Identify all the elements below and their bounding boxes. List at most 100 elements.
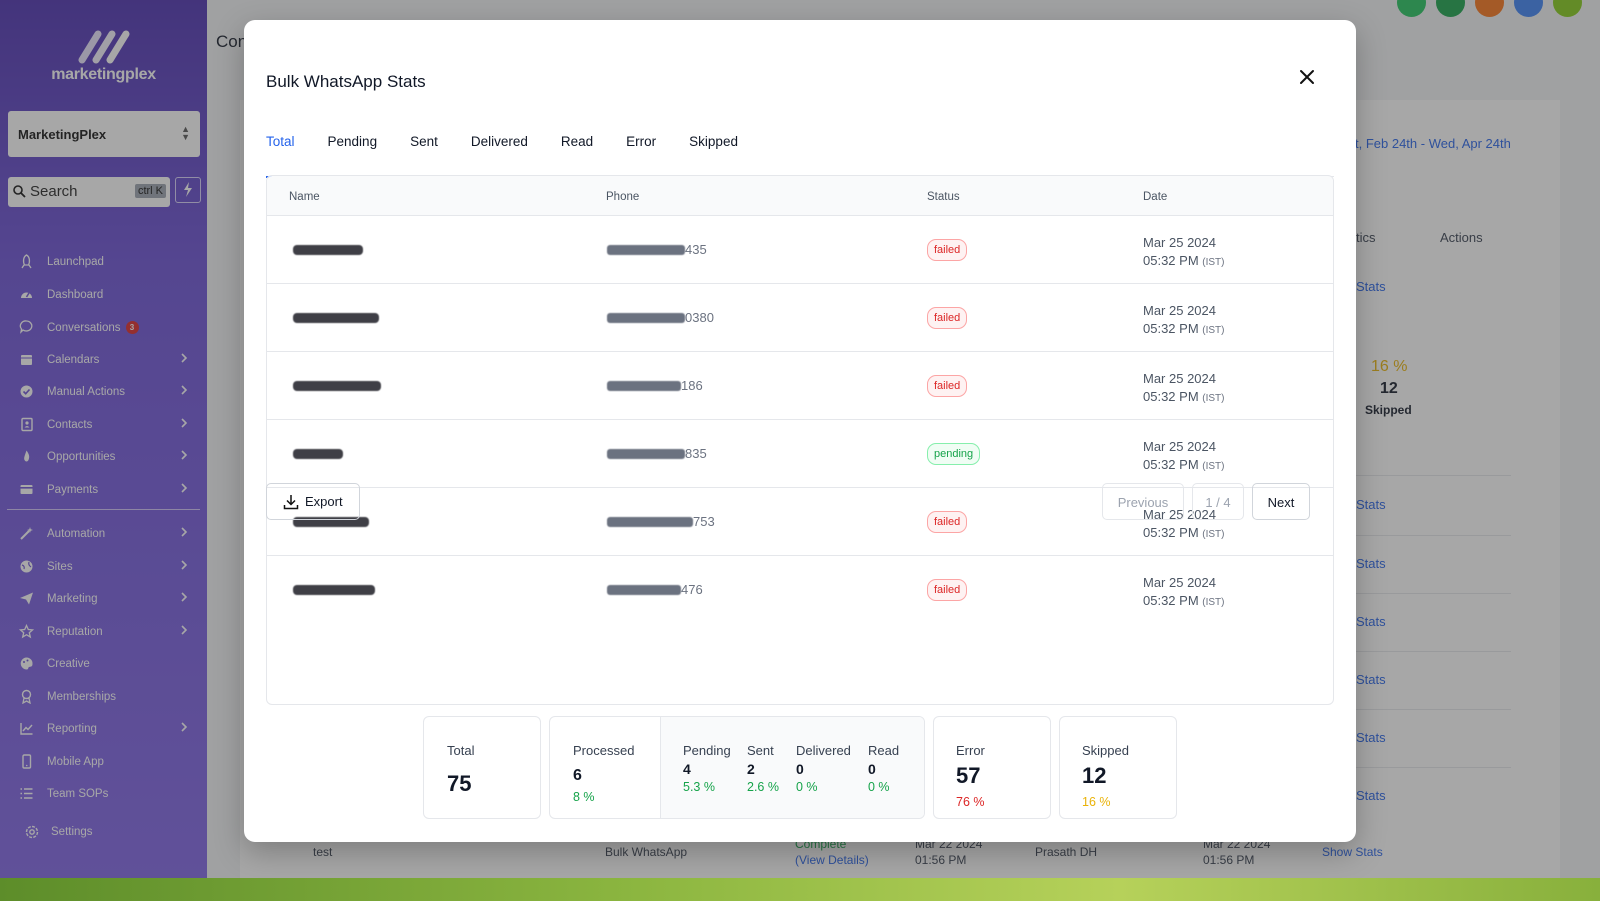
chevron-right-icon[interactable] xyxy=(178,449,190,461)
chevron-up-down-icon: ▲ ▼ xyxy=(181,124,190,142)
help-icon[interactable] xyxy=(1514,0,1543,17)
sidebar-item-team-sops[interactable]: Team SOPs xyxy=(0,777,207,810)
column-actions: Actions xyxy=(1440,230,1483,245)
table-row: 0380 failed Mar 25 2024 05:32 PM (IST) xyxy=(267,284,1333,352)
date-range[interactable]: t, Feb 24th - Wed, Apr 24th xyxy=(1355,136,1511,151)
tab-sent[interactable]: Sent xyxy=(410,134,438,149)
sidebar-item-payments[interactable]: Payments xyxy=(0,473,207,506)
redacted-phone xyxy=(607,245,685,255)
timezone: (IST) xyxy=(1202,597,1225,608)
stats-link[interactable]: Stats xyxy=(1356,730,1386,745)
redacted-name xyxy=(293,245,363,255)
sidebar-item-dashboard[interactable]: Dashboard xyxy=(0,278,207,311)
sidebar-item-opportunities[interactable]: Opportunities xyxy=(0,440,207,473)
sidebar-item-reporting[interactable]: Reporting xyxy=(0,712,207,745)
sidebar-item-settings[interactable]: Settings xyxy=(0,825,207,839)
tab-skipped[interactable]: Skipped xyxy=(689,134,738,149)
stats-link[interactable]: Stats xyxy=(1356,672,1386,687)
next-button[interactable]: Next xyxy=(1252,483,1310,520)
table-header: Name Phone Status Date xyxy=(267,176,1333,216)
phone-suffix: 435 xyxy=(685,242,707,257)
sidebar-item-manual-actions[interactable]: Manual Actions xyxy=(0,375,207,408)
search-input[interactable]: Search ctrl K xyxy=(8,177,170,207)
stats-link[interactable]: Stats xyxy=(1356,788,1386,803)
stat-value: 2 xyxy=(747,761,755,777)
stats-link[interactable]: Stats xyxy=(1356,497,1386,512)
stats-link[interactable]: Stats xyxy=(1356,279,1386,294)
date-value: Mar 25 2024 xyxy=(1143,235,1216,250)
tab-total[interactable]: Total xyxy=(266,132,295,178)
chevron-right-icon[interactable] xyxy=(178,526,190,538)
tab-error[interactable]: Error xyxy=(626,134,657,149)
tab-read[interactable]: Read xyxy=(560,134,594,149)
table-row: 435 failed Mar 25 2024 05:32 PM (IST) xyxy=(267,216,1333,284)
export-button[interactable]: Export xyxy=(266,483,360,520)
sidebar-item-label: Creative xyxy=(47,658,90,670)
stat-pct: 0 % xyxy=(868,780,890,794)
stats-link[interactable]: Stats xyxy=(1356,614,1386,629)
megaphone-icon[interactable] xyxy=(1436,0,1465,17)
avatar[interactable] xyxy=(1553,0,1582,17)
timezone: (IST) xyxy=(1202,325,1225,336)
sent-time: 01:56 PM xyxy=(1203,853,1255,867)
list-icon xyxy=(20,788,33,799)
view-details-link[interactable]: (View Details) xyxy=(795,853,869,867)
campaign-type: Bulk WhatsApp xyxy=(605,845,688,859)
redacted-phone xyxy=(607,449,685,459)
table-body: 435 failed Mar 25 2024 05:32 PM (IST) 0380 fa… xyxy=(267,216,1333,624)
tab-pending[interactable]: Pending xyxy=(327,134,378,149)
sidebar-item-calendars[interactable]: Calendars xyxy=(0,343,207,376)
sidebar: marketingplex MarketingPlex ▲ ▼ Search ct… xyxy=(0,0,207,878)
stat-error: Error 57 76 % xyxy=(933,716,1051,819)
sidebar-item-mobile-app[interactable]: Mobile App xyxy=(0,745,207,778)
date-value: Mar 25 2024 xyxy=(1143,439,1216,454)
magic-wand-icon xyxy=(20,527,33,540)
date-value: Mar 25 2024 xyxy=(1143,371,1216,386)
sidebar-item-sites[interactable]: Sites xyxy=(0,550,207,583)
column-date: Date xyxy=(1143,191,1168,203)
chevron-right-icon[interactable] xyxy=(178,352,190,364)
chevron-right-icon[interactable] xyxy=(178,384,190,396)
sidebar-item-label: Sites xyxy=(47,560,73,573)
sidebar-item-label: Calendars xyxy=(47,353,100,366)
redacted-name xyxy=(293,381,381,391)
chevron-right-icon[interactable] xyxy=(178,482,190,494)
chevron-right-icon[interactable] xyxy=(178,417,190,429)
stat-value: 0 xyxy=(868,761,876,777)
chevron-right-icon[interactable] xyxy=(178,591,190,603)
rocket-icon xyxy=(21,254,32,269)
sidebar-item-contacts[interactable]: Contacts xyxy=(0,408,207,441)
nav-primary: Launchpad Dashboard Conversations 3 Calendar… xyxy=(0,245,207,505)
account-switcher[interactable]: MarketingPlex ▲ ▼ xyxy=(8,111,200,157)
created-time: 01:56 PM xyxy=(915,853,967,867)
phone-cell: 186 xyxy=(607,378,703,393)
sidebar-item-memberships[interactable]: Memberships xyxy=(0,680,207,713)
chevron-right-icon[interactable] xyxy=(178,559,190,571)
stats-link[interactable]: Stats xyxy=(1356,556,1386,571)
date-value: Mar 25 2024 xyxy=(1143,303,1216,318)
show-stats-link[interactable]: Show Stats xyxy=(1322,845,1383,859)
calendar-icon xyxy=(21,354,32,365)
stat-value: 57 xyxy=(956,763,981,788)
chevron-right-icon[interactable] xyxy=(178,721,190,733)
sidebar-item-reputation[interactable]: Reputation xyxy=(0,615,207,648)
date-cell: Mar 25 2024 05:32 PM (IST) xyxy=(1143,506,1225,544)
tab-delivered[interactable]: Delivered xyxy=(470,134,528,149)
sidebar-item-marketing[interactable]: Marketing xyxy=(0,582,207,615)
logo-mark-icon xyxy=(78,30,129,64)
phone-suffix: 186 xyxy=(681,378,703,393)
created-by: Prasath DH xyxy=(1035,845,1098,859)
search-icon xyxy=(13,185,26,198)
quick-actions-button[interactable] xyxy=(175,177,201,203)
phone-suffix: 0380 xyxy=(685,310,714,325)
phone-icon[interactable] xyxy=(1397,0,1426,17)
close-icon[interactable] xyxy=(1298,68,1316,86)
bell-icon[interactable] xyxy=(1475,0,1504,17)
previous-button[interactable]: Previous xyxy=(1102,483,1184,520)
sidebar-item-conversations[interactable]: Conversations 3 xyxy=(0,310,207,343)
chevron-right-icon[interactable] xyxy=(178,624,190,636)
sidebar-item-label: Marketing xyxy=(47,593,98,605)
sidebar-item-automation[interactable]: Automation xyxy=(0,517,207,550)
sidebar-item-launchpad[interactable]: Launchpad xyxy=(0,245,207,278)
sidebar-item-creative[interactable]: Creative xyxy=(0,647,207,680)
